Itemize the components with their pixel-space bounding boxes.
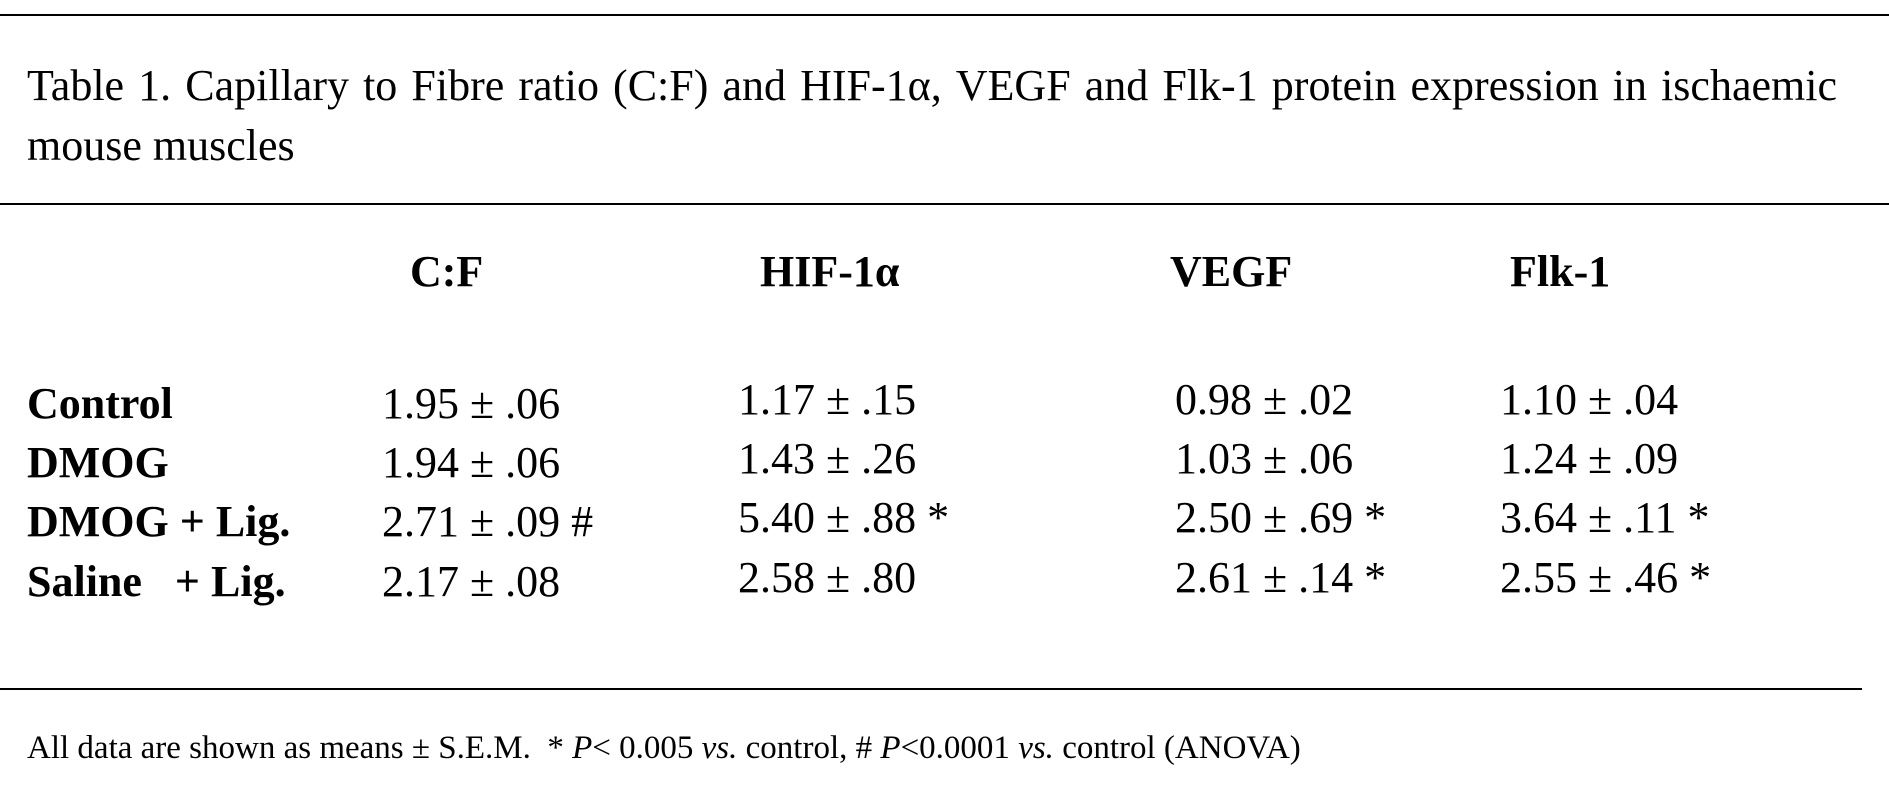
table-cell: 1.10 ± .04 <box>1500 375 1679 424</box>
table-cell: 1.94 ± .06 <box>382 438 561 487</box>
table-cell: 1.24 ± .09 <box>1500 434 1679 483</box>
table-cell: 2.71 ± .09 # <box>382 497 594 546</box>
footnote-text: control (ANOVA) <box>1053 730 1301 766</box>
column-header-flk: Flk-1 <box>1510 247 1611 296</box>
table-cell: 2.61 ± .14 * <box>1175 553 1387 602</box>
table-cell: 3.64 ± .11 * <box>1500 493 1710 542</box>
table-cell: 1.95 ± .06 <box>382 379 561 428</box>
footnote-text: <0.0001 <box>900 730 1019 766</box>
footnote-vs: vs. <box>701 730 738 766</box>
table-cell: 0.98 ± .02 <box>1175 375 1354 424</box>
row-label-dmog: DMOG <box>27 438 169 487</box>
footnote-p-symbol: P <box>572 730 593 766</box>
footnote-text: control, # <box>737 730 881 766</box>
footnote-text: < 0.005 <box>592 730 702 766</box>
table-cell: 5.40 ± .88 * <box>738 493 950 542</box>
table-cell: 2.50 ± .69 * <box>1175 493 1387 542</box>
bottom-rule <box>0 688 1862 690</box>
footnote-vs: vs. <box>1018 730 1054 766</box>
column-header-hif: HIF-1α <box>760 247 900 296</box>
table-cell: 2.58 ± .80 <box>738 553 917 602</box>
header-rule <box>0 203 1889 205</box>
table-cell: 2.55 ± .46 * <box>1500 553 1712 602</box>
table-caption: Table 1. Capillary to Fibre ratio (C:F) … <box>27 61 1837 170</box>
top-rule <box>0 14 1889 16</box>
table-cell: 1.43 ± .26 <box>738 434 917 483</box>
table-cell: 1.17 ± .15 <box>738 375 917 424</box>
table-cell: 1.03 ± .06 <box>1175 434 1354 483</box>
column-header-cf: C:F <box>410 247 484 296</box>
table-cell: 2.17 ± .08 <box>382 557 561 606</box>
table-footnote: All data are shown as means ± S.E.M. * P… <box>27 730 1301 767</box>
footnote-text: All data are shown as means ± S.E.M. * <box>27 730 573 766</box>
footnote-p-symbol: P <box>880 730 901 766</box>
column-header-vegf: VEGF <box>1170 247 1293 296</box>
row-label-saline-lig: Saline + Lig. <box>27 557 286 606</box>
row-label-control: Control <box>27 379 173 428</box>
row-label-dmog-lig: DMOG + Lig. <box>27 497 291 546</box>
